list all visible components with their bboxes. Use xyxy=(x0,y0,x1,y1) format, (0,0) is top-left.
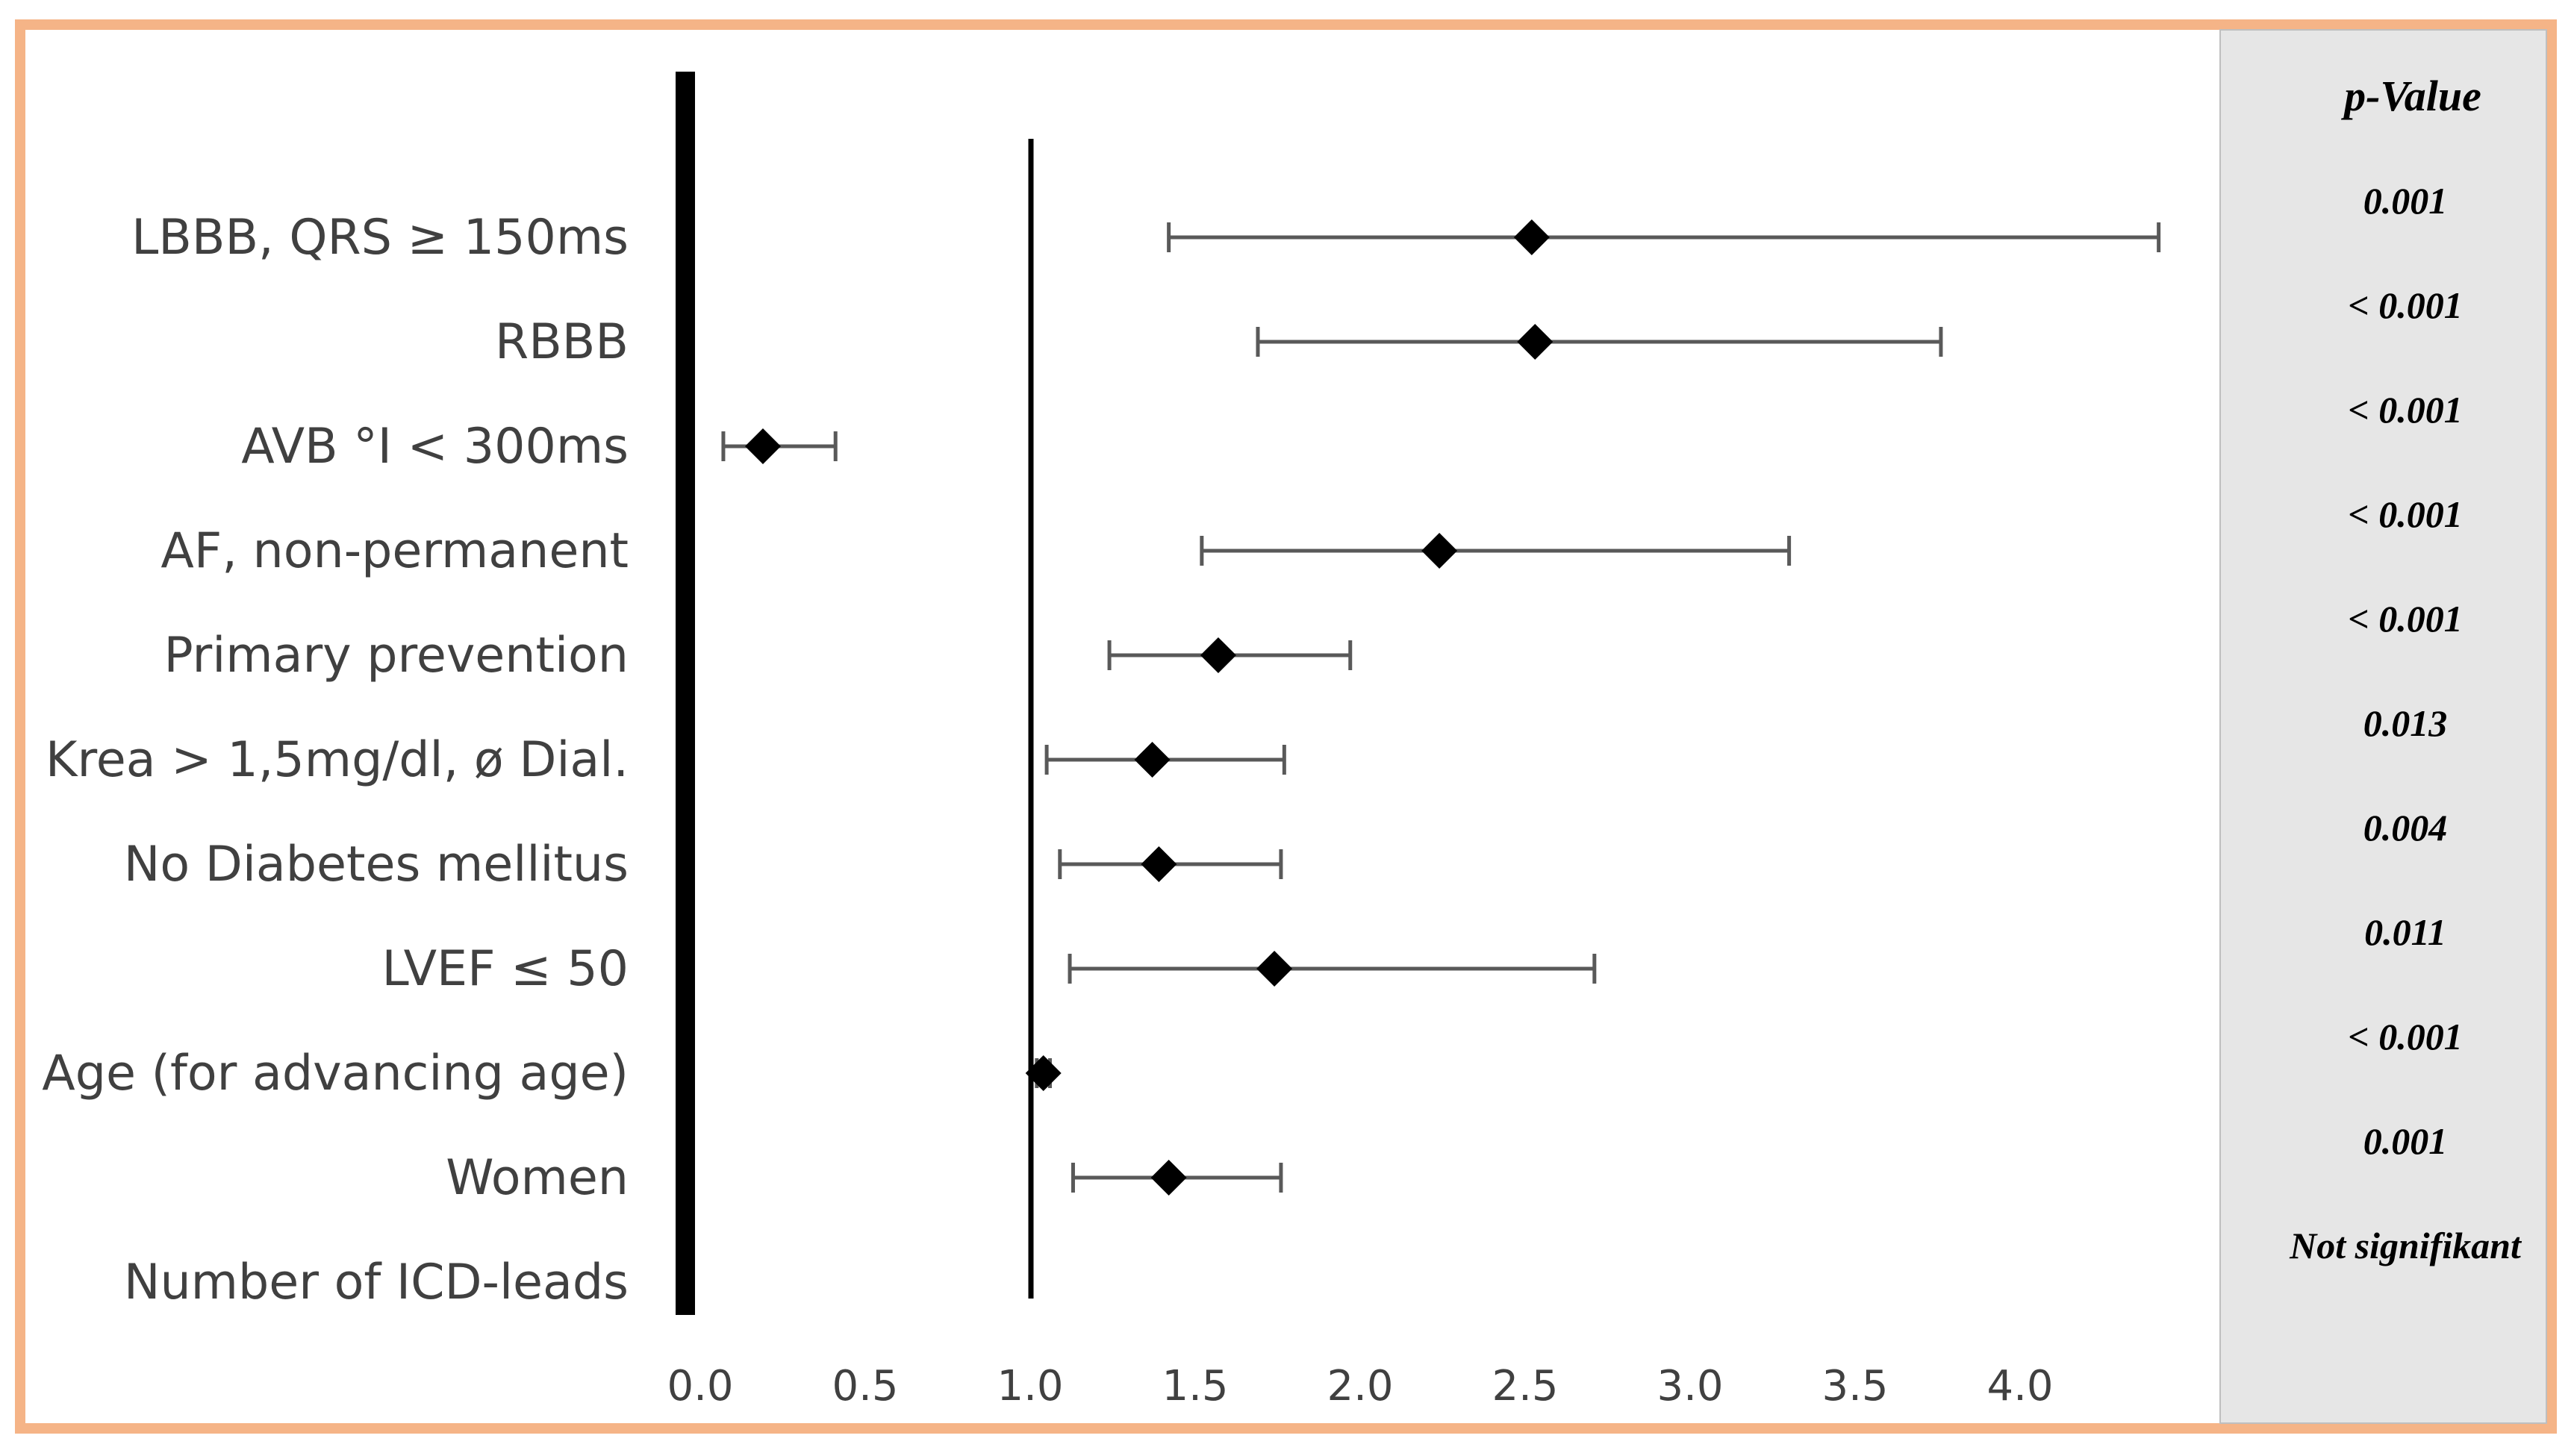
forest-row: Primary prevention < 0.001 xyxy=(163,598,2462,684)
row-label: Women xyxy=(446,1150,629,1206)
forest-row: Women 0.001 xyxy=(446,1120,2447,1206)
p-value: < 0.001 xyxy=(2348,598,2463,640)
row-label: Krea > 1,5mg/dl, ø Dial. xyxy=(46,732,629,788)
row-label: Age (for advancing age) xyxy=(42,1046,629,1102)
x-tick-label: 3.0 xyxy=(1657,1362,1723,1410)
x-tick-label: 2.5 xyxy=(1492,1362,1558,1410)
x-tick-label: 1.5 xyxy=(1162,1362,1228,1410)
forest-row: Krea > 1,5mg/dl, ø Dial. 0.013 xyxy=(46,702,2447,788)
forest-row: LBBB, QRS ≥ 150ms 0.001 xyxy=(131,180,2447,266)
forest-row: No Diabetes mellitus 0.004 xyxy=(124,807,2448,893)
row-label: Number of ICD-leads xyxy=(124,1255,629,1310)
forest-row: AF, non-permanent < 0.001 xyxy=(161,493,2462,579)
p-value: < 0.001 xyxy=(2348,284,2463,326)
row-label: LVEF ≤ 50 xyxy=(382,941,629,997)
pvalue-panel xyxy=(2219,29,2547,1424)
estimate-marker xyxy=(744,428,781,464)
forest-row: Number of ICD-leads Not signifikant xyxy=(124,1225,2522,1310)
p-value: 0.011 xyxy=(2364,911,2446,953)
estimate-marker xyxy=(1517,324,1554,360)
x-tick-label: 0.5 xyxy=(832,1362,898,1410)
p-value: 0.004 xyxy=(2363,807,2448,849)
p-value: < 0.001 xyxy=(2348,389,2463,431)
p-value: < 0.001 xyxy=(2348,493,2463,535)
p-value: 0.001 xyxy=(2363,1120,2448,1162)
estimate-marker xyxy=(1025,1055,1062,1091)
x-tick-label: 3.5 xyxy=(1822,1362,1888,1410)
row-label: AF, non-permanent xyxy=(161,523,629,579)
x-tick-label: 2.0 xyxy=(1327,1362,1393,1410)
row-label: RBBB xyxy=(495,314,629,370)
row-label: AVB °I < 300ms xyxy=(241,419,629,475)
estimate-marker xyxy=(1141,846,1177,882)
x-tick-label: 1.0 xyxy=(997,1362,1063,1410)
forest-row: AVB °I < 300ms < 0.001 xyxy=(241,389,2462,475)
forest-row: Age (for advancing age) < 0.001 xyxy=(42,1016,2462,1102)
x-axis-ticks: 0.0 0.5 1.0 1.5 2.0 2.5 3.0 3.5 4.0 xyxy=(667,1362,2053,1410)
estimate-marker xyxy=(1421,533,1458,569)
estimate-marker xyxy=(1256,951,1293,987)
chart-frame xyxy=(15,19,2557,1434)
p-value: Not signifikant xyxy=(2289,1225,2522,1266)
x-tick-label: 4.0 xyxy=(1986,1362,2053,1410)
pvalue-header: p-Value xyxy=(2340,72,2481,120)
p-value: < 0.001 xyxy=(2348,1016,2463,1057)
row-label: Primary prevention xyxy=(163,628,629,684)
estimate-marker xyxy=(1200,637,1236,673)
x-tick-label: 0.0 xyxy=(667,1362,733,1410)
estimate-marker xyxy=(1150,1160,1187,1196)
row-label: No Diabetes mellitus xyxy=(124,837,629,893)
p-value: 0.013 xyxy=(2363,702,2448,744)
row-label: LBBB, QRS ≥ 150ms xyxy=(131,210,629,266)
forest-row: LVEF ≤ 50 0.011 xyxy=(382,911,2446,997)
forest-row: RBBB < 0.001 xyxy=(495,284,2463,370)
estimate-marker xyxy=(1513,219,1550,255)
p-value: 0.001 xyxy=(2363,180,2448,222)
estimate-marker xyxy=(1134,742,1171,778)
